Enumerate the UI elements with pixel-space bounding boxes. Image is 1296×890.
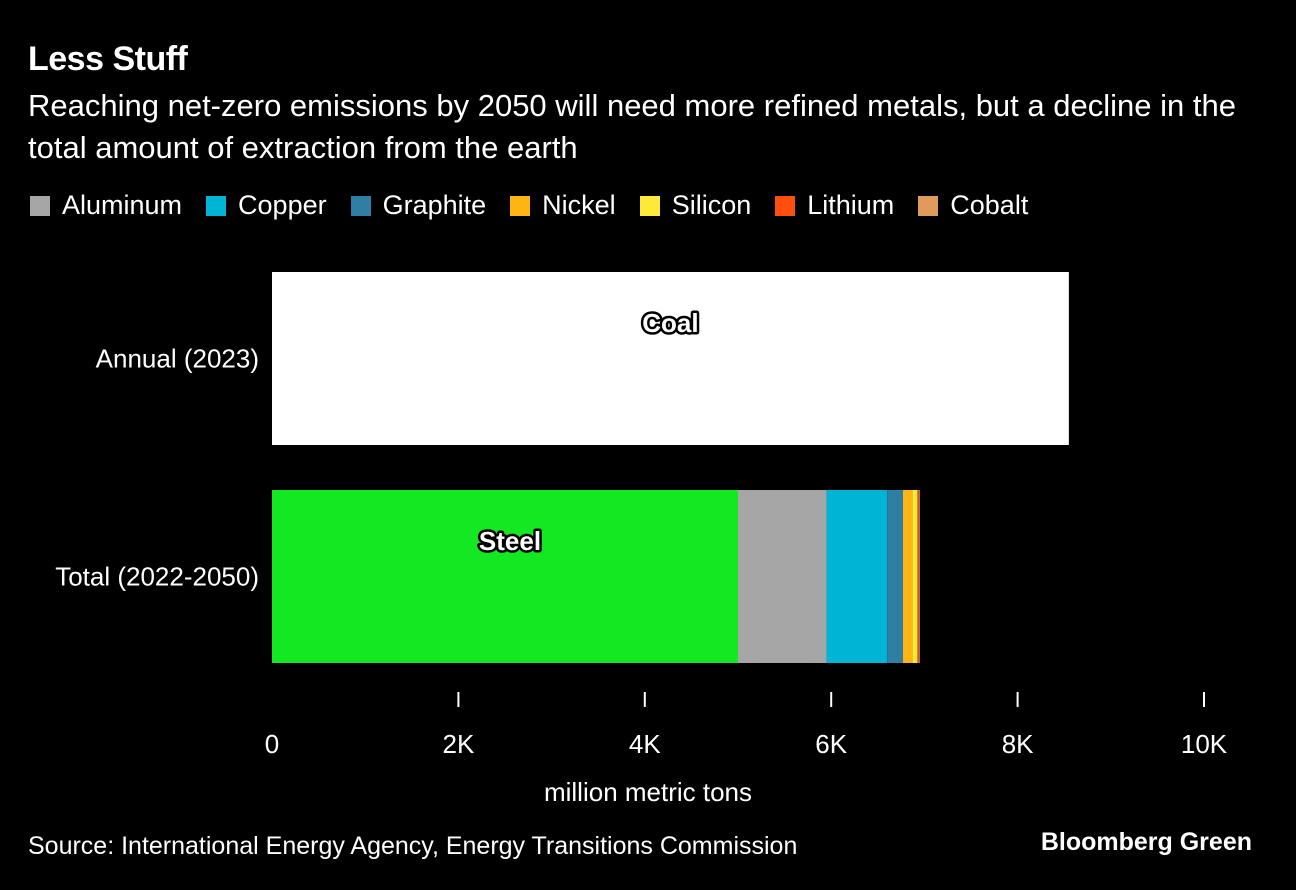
x-axis-label: million metric tons — [544, 777, 752, 807]
bar-coal — [272, 272, 1069, 445]
chart-title: Less Stuff — [28, 40, 188, 78]
category-label: Annual (2023) — [96, 344, 259, 374]
bar-label-coal: Coal — [642, 308, 698, 338]
bar-graphite — [887, 490, 903, 663]
x-tick-label: 2K — [442, 729, 474, 759]
legend-label: Lithium — [807, 190, 895, 220]
legend-item-copper: Copper — [206, 190, 327, 221]
legend-label: Graphite — [382, 190, 487, 220]
bar-lithium — [917, 490, 919, 663]
legend-swatch — [350, 195, 371, 216]
x-tick-label: 6K — [815, 729, 847, 759]
bar-steel — [272, 490, 738, 663]
legend-item-nickel: Nickel — [510, 190, 616, 221]
legend-item-silicon: Silicon — [639, 190, 752, 221]
source-note: Source: International Energy Agency, Ene… — [28, 832, 798, 860]
bar-aluminum — [738, 490, 827, 663]
legend-swatch — [510, 195, 531, 216]
legend-label: Aluminum — [62, 190, 183, 220]
legend-swatch — [206, 195, 227, 216]
legend: Aluminum Copper Graphite Nickel Silicon Lithi… — [30, 190, 1052, 221]
legend-item-lithium: Lithium — [775, 190, 894, 221]
x-tick-label: 8K — [1002, 729, 1034, 759]
bar-copper — [826, 490, 888, 663]
x-tick-label: 0 — [265, 729, 279, 759]
bar-label-steel: Steel — [479, 526, 541, 556]
x-tick-label: 4K — [629, 729, 661, 759]
legend-item-cobalt: Cobalt — [918, 190, 1028, 221]
legend-swatch — [639, 195, 660, 216]
legend-item-graphite: Graphite — [350, 190, 487, 221]
legend-label: Nickel — [542, 190, 616, 220]
legend-swatch — [775, 195, 796, 216]
brand-logo: Bloomberg Green — [1040, 828, 1252, 856]
bar-silicon — [912, 490, 918, 663]
chart-subtitle: Reaching net-zero emissions by 2050 will… — [28, 88, 1236, 165]
bar-chart: Annual (2023) Total (2022-2050) Coal Steel 0… — [55, 272, 1228, 807]
x-tick-label: 10K — [1181, 729, 1228, 759]
bar-cobalt — [918, 490, 920, 663]
bar-nickel — [902, 490, 913, 663]
legend-swatch — [30, 195, 50, 216]
legend-item-aluminum: Aluminum — [30, 190, 182, 221]
category-label: Total (2022-2050) — [55, 562, 259, 592]
legend-label: Silicon — [671, 190, 752, 220]
legend-swatch — [918, 195, 939, 216]
legend-label: Cobalt — [950, 190, 1029, 220]
legend-label: Copper — [238, 190, 327, 220]
